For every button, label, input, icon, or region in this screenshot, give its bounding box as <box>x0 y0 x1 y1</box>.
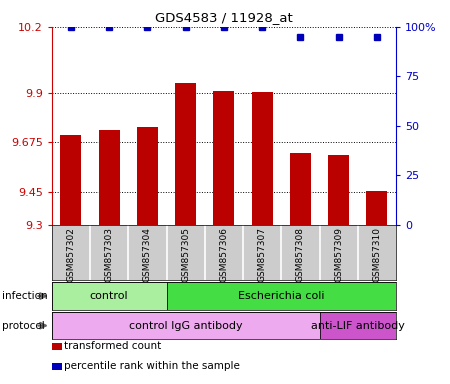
Bar <box>52 312 320 339</box>
Bar <box>52 282 166 310</box>
Text: GSM857304: GSM857304 <box>143 227 152 282</box>
Text: GSM857302: GSM857302 <box>67 227 76 282</box>
Text: transformed count: transformed count <box>64 341 162 351</box>
Text: GSM857308: GSM857308 <box>296 227 305 282</box>
Text: control IgG antibody: control IgG antibody <box>129 321 243 331</box>
Title: GDS4583 / 11928_at: GDS4583 / 11928_at <box>155 11 293 24</box>
Text: GSM857303: GSM857303 <box>104 227 113 282</box>
Bar <box>60 134 81 225</box>
Bar <box>320 312 396 339</box>
Bar <box>252 92 273 225</box>
Bar <box>175 83 196 225</box>
Bar <box>166 282 396 310</box>
Bar <box>99 130 120 225</box>
Text: GSM857305: GSM857305 <box>181 227 190 282</box>
Text: infection: infection <box>2 291 48 301</box>
Bar <box>366 190 387 225</box>
Text: GSM857306: GSM857306 <box>220 227 228 282</box>
Text: Escherichia coli: Escherichia coli <box>238 291 324 301</box>
Text: GSM857309: GSM857309 <box>334 227 343 282</box>
Text: GSM857307: GSM857307 <box>257 227 266 282</box>
Text: percentile rank within the sample: percentile rank within the sample <box>64 361 240 371</box>
Bar <box>290 153 311 225</box>
Text: GSM857310: GSM857310 <box>373 227 382 282</box>
Text: control: control <box>90 291 128 301</box>
Bar <box>137 127 158 225</box>
Bar <box>213 91 234 225</box>
Text: anti-LIF antibody: anti-LIF antibody <box>311 321 405 331</box>
Bar <box>328 156 349 225</box>
Text: protocol: protocol <box>2 321 45 331</box>
